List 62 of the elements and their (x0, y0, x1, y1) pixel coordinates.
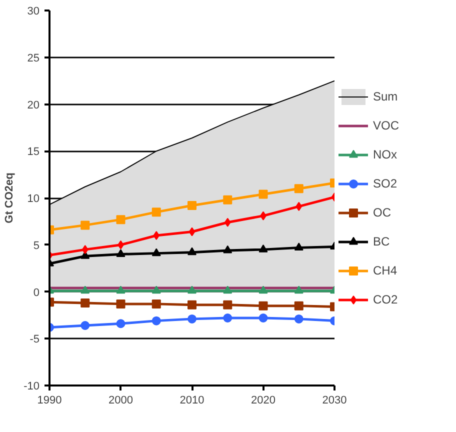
y-tick-label: 30 (27, 6, 40, 18)
point (80, 321, 90, 330)
point (294, 314, 304, 324)
point (223, 245, 232, 254)
point (188, 300, 196, 310)
point (153, 231, 160, 240)
point (116, 299, 126, 308)
point (152, 286, 161, 294)
point (80, 298, 90, 308)
point (258, 314, 268, 322)
y-tick-label: 20 (27, 99, 40, 112)
point (80, 220, 90, 230)
point (188, 286, 196, 294)
point (223, 314, 232, 322)
x-tick-label: 2000 (108, 394, 133, 406)
point (258, 244, 268, 252)
point (82, 245, 88, 254)
y-axis-title: Gt CO2eq (4, 172, 16, 224)
point (188, 247, 196, 256)
y-tick-label: -10 (24, 380, 40, 392)
x-tick-label: 2020 (251, 394, 276, 406)
point (116, 319, 126, 328)
x-tick-label: 1990 (37, 394, 62, 406)
point (188, 227, 196, 236)
legend-label: BC (373, 234, 391, 248)
y-tick-label: 10 (27, 193, 40, 205)
legend-label: SO2 (373, 176, 398, 190)
y-tick-label: 15 (27, 146, 40, 158)
legend-label: VOC (373, 118, 400, 132)
point (294, 184, 304, 194)
point (152, 208, 161, 217)
point (152, 316, 161, 326)
point (296, 202, 302, 211)
point (116, 286, 126, 294)
legend-label: CH4 (373, 263, 398, 277)
point (224, 218, 231, 227)
point (223, 286, 232, 294)
x-tick-label: 2010 (180, 394, 204, 406)
x-tick-label: 2030 (322, 394, 347, 406)
y-tick-label: -5 (30, 334, 40, 346)
point (152, 248, 161, 256)
legend-label: CO2 (373, 292, 398, 306)
point (223, 195, 232, 204)
y-tick-label: 0 (33, 286, 40, 299)
legend-label: NOx (373, 147, 397, 161)
point (188, 314, 196, 324)
point (294, 301, 304, 310)
legend-label: Sum (373, 89, 398, 103)
point (258, 286, 268, 294)
point (258, 190, 268, 199)
point (188, 201, 196, 210)
point (80, 286, 90, 294)
point (152, 299, 161, 308)
y-tick-label: 5 (33, 240, 40, 252)
point (223, 300, 232, 310)
point (294, 242, 304, 250)
point (116, 249, 126, 258)
y-tick-label: 25 (27, 52, 40, 64)
point (258, 301, 268, 310)
legend-label: OC (373, 205, 392, 219)
point (116, 215, 126, 224)
point (294, 286, 304, 294)
